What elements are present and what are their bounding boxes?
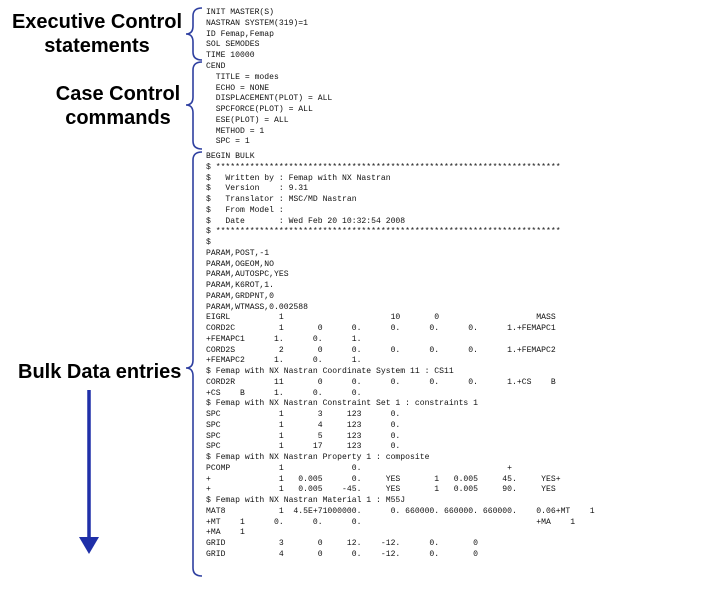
bulk-data-line: $ Femap with NX Nastran Material 1 : M55… [206, 496, 406, 505]
bulk-data-line: PARAM,K6ROT,1. [206, 281, 274, 290]
case-control-line: CEND [206, 62, 226, 71]
bulk-data-line: +MA 1 [206, 528, 245, 538]
executive-control-line: SOL SEMODES [206, 40, 260, 50]
bulk-data-line: SPC 1 17 123 0. [206, 442, 401, 452]
executive-control-label: Executive Control statements [11, 11, 183, 57]
case-control-code: CEND TITLE = modes ECHO = NONE DISPLACEM… [206, 62, 332, 148]
bulk-data-line: PARAM,WTMASS,0.002588 [206, 302, 308, 312]
bulk-data-line: $ **************************************… [206, 162, 561, 172]
bulk-data-line: CORD2R 11 0 0. 0. 0. 0. 1.+CS B [206, 377, 556, 387]
bulk-data-line: +FEMAPC1 1. 0. 1. [206, 334, 362, 344]
bulk-data-line: MAT8 1 4.5E+71000000. 0. 660000. 660000.… [206, 506, 595, 516]
bulk-data-line: $ From Model : [206, 205, 284, 215]
case-control-line: DISPLACEMENT(PLOT) = ALL [206, 94, 333, 104]
bulk-data-line: PARAM,OGEOM,NO [206, 259, 274, 269]
arrow-head-icon [79, 537, 99, 554]
bulk-data-line: + 1 0.005 0. YES 1 0.005 45. YES+ [206, 474, 561, 484]
bulk-data-line: SPC 1 5 123 0. [206, 431, 401, 441]
case-control-label: Case Control commands [55, 83, 181, 129]
bulk-data-line: +FEMAPC2 1. 0. 1. [206, 356, 362, 366]
bulk-data-line: +MT 1 0. 0. 0. +MA 1 [206, 517, 576, 527]
bulk-data-line: PARAM,POST,-1 [206, 248, 270, 258]
bulk-data-line: EIGRL 1 10 0 MASS [206, 313, 556, 323]
executive-control-code: INIT MASTER(S) NASTRAN SYSTEM(319)=1 ID Fe… [206, 8, 308, 62]
case-control-line: TITLE = modes [206, 72, 279, 82]
case-control-line: ESE(PLOT) = ALL [206, 115, 289, 125]
bulk-data-line: $ Femap with NX Nastran Property 1 : com… [206, 453, 430, 462]
executive-control-line: TIME 10000 [206, 51, 255, 60]
bulk-data-line: +CS B 1. 0. 0. [206, 388, 362, 398]
bulk-data-line: $ Date : Wed Feb 20 10:32:54 2008 [206, 216, 406, 226]
bulk-data-line: $ Translator : MSC/MD Nastran [206, 195, 357, 204]
bulk-data-line: GRID 3 0 12. -12. 0. 0 [206, 539, 478, 548]
case-bracket [185, 61, 203, 150]
bulk-data-line: CORD2S 2 0 0. 0. 0. 0. 1.+FEMAPC2 [206, 345, 556, 355]
bulk-data-line: $ [206, 238, 211, 247]
bulk-data-line: $ Femap with NX Nastran Coordinate Syste… [206, 367, 454, 376]
bulk-data-line: $ Version : 9.31 [206, 184, 308, 194]
executive-control-line: NASTRAN SYSTEM(319)=1 [206, 18, 308, 28]
bulk-data-line: GRID 4 0 0. -12. 0. 0 [206, 549, 478, 559]
bulk-data-line: SPC 1 3 123 0. [206, 410, 401, 419]
bulk-data-line: PARAM,GRDPNT,0 [206, 291, 274, 301]
bulk-data-line: BEGIN BULK [206, 152, 255, 161]
bulk-data-line: PCOMP 1 0. + [206, 463, 512, 473]
executive-control-line: ID Femap,Femap [206, 29, 274, 39]
bulk-data-line: $ Femap with NX Nastran Constraint Set 1… [206, 399, 478, 409]
bulk-bracket [185, 151, 203, 577]
bulk-data-label: Bulk Data entries [18, 361, 182, 383]
bulk-data-line: $ Written by : Femap with NX Nastran [206, 173, 391, 183]
bulk-data-line: CORD2C 1 0 0. 0. 0. 0. 1.+FEMAPC1 [206, 324, 556, 333]
executive-bracket [185, 7, 203, 61]
case-control-line: METHOD = 1 [206, 126, 265, 136]
case-control-line: SPCFORCE(PLOT) = ALL [206, 105, 313, 114]
bulk-data-line: PARAM,AUTOSPC,YES [206, 270, 289, 280]
case-control-line: SPC = 1 [206, 137, 250, 147]
bulk-data-line: SPC 1 4 123 0. [206, 420, 401, 430]
bulk-data-line: $ **************************************… [206, 227, 561, 237]
bulk-data-line: + 1 0.005 -45. YES 1 0.005 90. YES [206, 485, 556, 495]
bulk-data-code: BEGIN BULK $ ****************************… [206, 152, 595, 561]
executive-control-line: INIT MASTER(S) [206, 8, 274, 17]
case-control-line: ECHO = NONE [206, 83, 270, 93]
